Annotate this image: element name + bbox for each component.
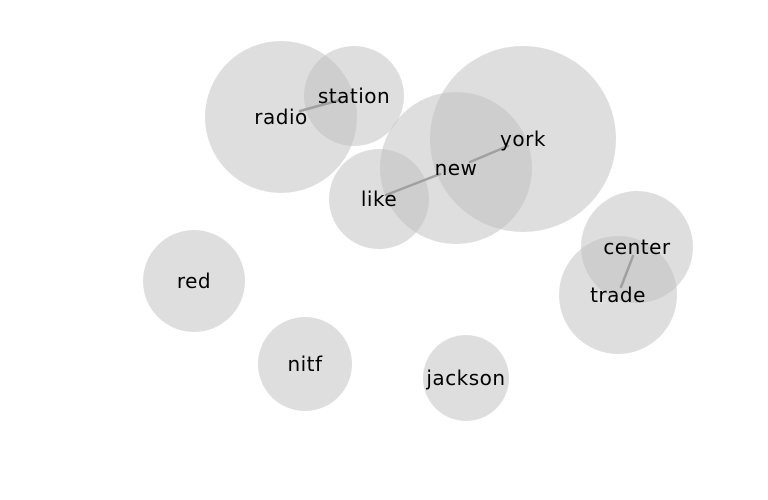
bubble-york — [430, 46, 616, 232]
link-layer — [298, 98, 635, 289]
bubble-nitf — [258, 317, 352, 411]
bubble-station — [304, 46, 404, 146]
word-radio: radio — [254, 105, 307, 129]
bubble-trade — [559, 236, 677, 354]
word-jackson: jackson — [425, 366, 505, 390]
word-trade: trade — [590, 283, 646, 307]
link-radio-station — [298, 98, 342, 113]
link-new-york — [468, 144, 510, 164]
word-york: york — [500, 127, 546, 151]
word-nitf: nitf — [287, 352, 323, 376]
word-like: like — [361, 187, 397, 211]
word-station: station — [318, 84, 390, 108]
link-center-trade — [619, 254, 635, 289]
word-red: red — [177, 269, 211, 293]
label-layer: radio station new york like center trade… — [177, 84, 671, 390]
link-like-new — [384, 172, 442, 197]
bubble-layer — [143, 41, 693, 421]
bubble-jackson — [423, 335, 509, 421]
word-center: center — [603, 235, 671, 259]
word-new: new — [435, 156, 478, 180]
bubble-like — [329, 149, 429, 249]
bubble-red — [143, 230, 245, 332]
